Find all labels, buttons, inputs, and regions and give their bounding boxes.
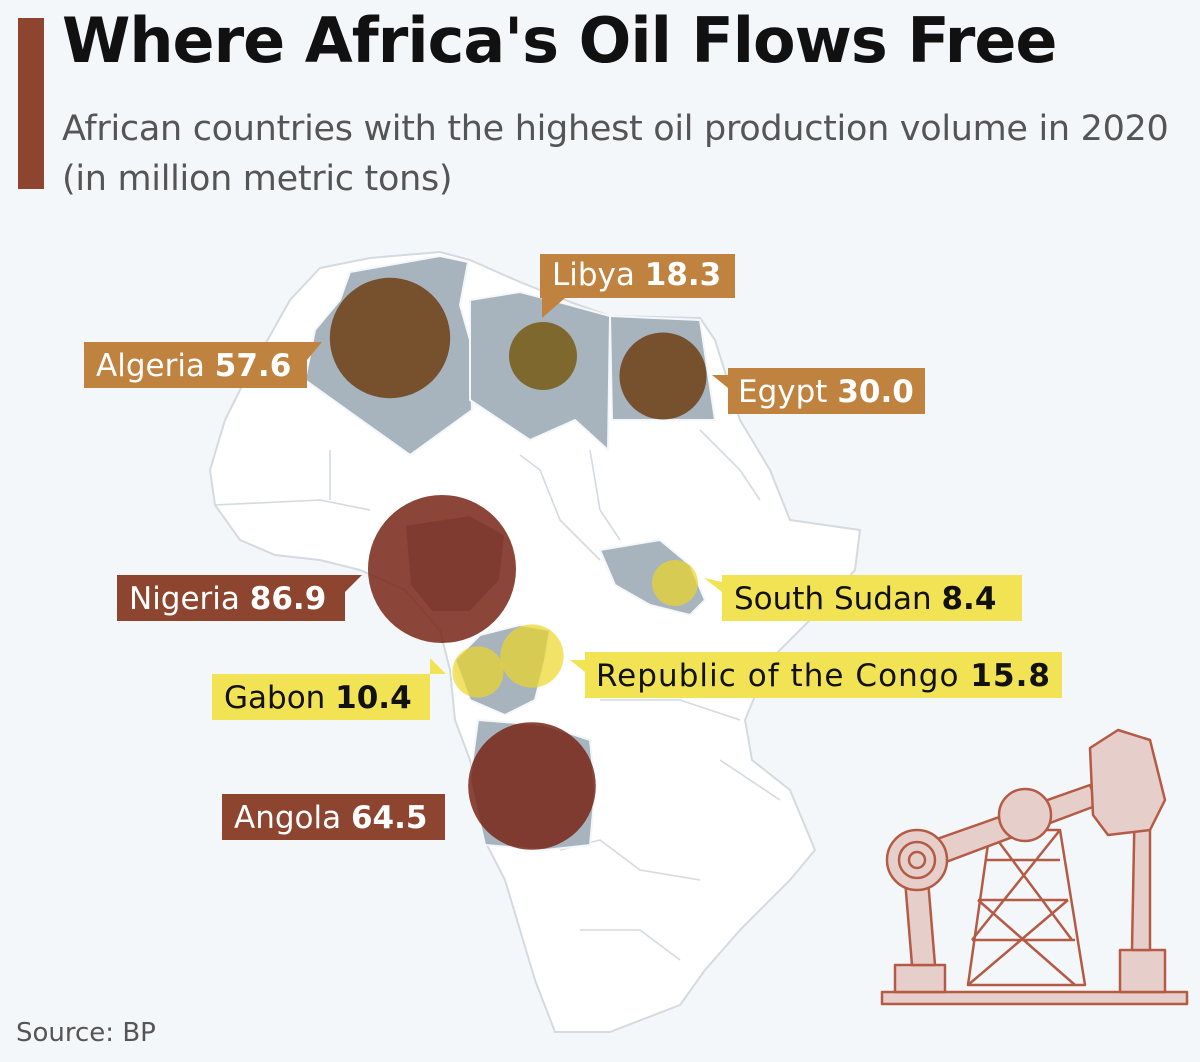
label-libya-text: Libya 18.3: [552, 257, 721, 293]
label-algeria-value: 57.6: [215, 348, 292, 384]
label-congo: Republic of the Congo 15.8: [570, 652, 1062, 698]
label-angola-country: Angola: [234, 800, 341, 836]
bubble-nigeria: [368, 495, 516, 643]
label-nigeria-country: Nigeria: [129, 581, 240, 617]
chart-subtitle: African countries with the highest oil p…: [62, 109, 1169, 199]
label-congo-value: 15.8: [970, 658, 1050, 694]
label-egypt-value: 30.0: [837, 374, 914, 410]
label-congo-country: Republic of the Congo: [596, 658, 958, 694]
label-south-sudan-value: 8.4: [941, 581, 996, 617]
label-algeria-text: Algeria 57.6: [96, 348, 291, 384]
bubble-algeria: [329, 277, 451, 399]
label-libya: Libya 18.3: [540, 254, 735, 318]
label-libya-value: 18.3: [645, 257, 722, 293]
bubble-angola: [468, 722, 596, 850]
chart-title: Where Africa's Oil Flows Free: [62, 4, 1057, 77]
label-congo-box: [570, 652, 1062, 698]
bubble-libya: [509, 322, 577, 390]
label-egypt-text: Egypt 30.0: [738, 374, 914, 410]
label-nigeria: Nigeria 86.9: [117, 575, 362, 621]
bubble-republic-of-the-congo: [500, 624, 564, 688]
label-libya-box: [540, 254, 735, 318]
source-note: Source: BP: [16, 1018, 156, 1048]
country-borders: [214, 429, 781, 961]
label-angola-box: [222, 794, 462, 840]
label-congo-text: Republic of the Congo 15.8: [596, 658, 1050, 694]
label-south-sudan-country: South Sudan: [734, 581, 932, 617]
label-algeria: Algeria 57.6: [84, 342, 322, 388]
label-algeria-country: Algeria: [96, 348, 205, 384]
label-south-sudan-box: [704, 575, 1022, 621]
label-gabon-country: Gabon: [224, 680, 325, 716]
label-nigeria-value: 86.9: [250, 581, 327, 617]
bubble-south-sudan: [652, 560, 698, 606]
label-egypt-box: [712, 368, 925, 414]
label-egypt: Egypt 30.0: [712, 368, 925, 414]
oil-pump-jack-icon: [880, 728, 1189, 1006]
label-nigeria-box: [117, 575, 362, 621]
label-angola: Angola 64.5: [222, 794, 462, 840]
label-egypt-country: Egypt: [738, 374, 827, 410]
label-gabon: Gabon 10.4: [212, 658, 446, 720]
label-layer: Libya 18.3 Algeria 57.6 Egypt 30.0 Niger…: [84, 254, 1062, 840]
label-libya-country: Libya: [552, 257, 635, 293]
label-south-sudan: South Sudan 8.4: [704, 575, 1022, 621]
bubble-gabon: [452, 646, 504, 698]
label-gabon-text: Gabon 10.4: [224, 680, 412, 716]
label-gabon-value: 10.4: [335, 680, 412, 716]
bubble-layer: [329, 277, 707, 850]
accent-bar: [18, 18, 44, 189]
label-algeria-box: [84, 342, 322, 388]
label-nigeria-text: Nigeria 86.9: [129, 581, 326, 617]
bubble-egypt: [619, 332, 707, 420]
label-angola-value: 64.5: [351, 800, 428, 836]
label-south-sudan-text: South Sudan 8.4: [734, 581, 996, 617]
label-angola-text: Angola 64.5: [234, 800, 427, 836]
label-gabon-box: [212, 658, 446, 720]
